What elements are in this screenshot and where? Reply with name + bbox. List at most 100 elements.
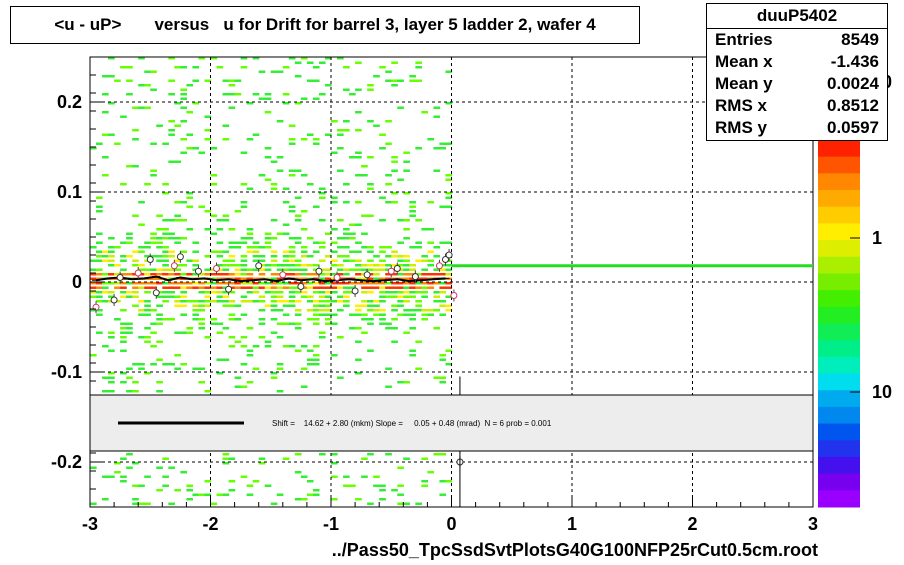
heat-cell — [204, 480, 212, 483]
heat-cell — [427, 241, 435, 244]
heat-cell — [180, 88, 187, 91]
x-tick-label: 2 — [687, 514, 697, 534]
heat-cell — [433, 115, 441, 118]
heat-cell — [258, 336, 266, 339]
heat-cell — [433, 291, 441, 294]
heat-cell — [168, 286, 175, 289]
heat-cell — [132, 295, 139, 298]
heat-cell — [415, 291, 422, 294]
heat-cell — [276, 336, 284, 339]
heat-cell — [409, 273, 416, 276]
heat-cell — [270, 273, 278, 276]
heat-cell — [306, 309, 314, 312]
heat-cell — [180, 250, 187, 253]
heat-cell — [373, 264, 380, 267]
heat-cell — [397, 282, 404, 285]
heat-cell — [186, 111, 194, 114]
heat-cell — [288, 264, 296, 267]
heat-cell — [228, 304, 236, 307]
heat-cell — [198, 286, 206, 289]
heat-cell — [445, 241, 453, 244]
heat-cell — [222, 273, 230, 276]
heat-cell — [210, 282, 218, 285]
heat-cell — [168, 318, 175, 321]
heat-cell — [120, 322, 127, 325]
heat-cell — [246, 268, 254, 271]
heat-cell — [318, 291, 326, 294]
heat-cell — [246, 187, 254, 190]
heat-cell — [421, 228, 428, 231]
heat-cell — [246, 237, 254, 240]
heat-cell — [222, 79, 230, 82]
heat-cell — [300, 246, 308, 249]
heat-cell — [222, 457, 230, 460]
heat-cell — [294, 498, 302, 501]
heat-cell — [270, 187, 278, 190]
heat-cell — [445, 102, 453, 105]
heat-cell — [126, 66, 133, 69]
heat-cell — [180, 300, 187, 303]
heat-cell — [312, 241, 320, 244]
heat-cell — [415, 66, 422, 69]
heat-cell — [240, 241, 248, 244]
scatter-point — [435, 262, 443, 270]
heat-cell — [240, 475, 248, 478]
heat-cell — [204, 304, 212, 307]
heat-cell — [397, 277, 404, 280]
heat-cell — [210, 502, 218, 505]
heat-cell — [198, 309, 206, 312]
heat-cell — [355, 241, 362, 244]
heat-cell — [258, 273, 266, 276]
heat-cell — [312, 354, 320, 357]
heat-cell — [367, 156, 374, 159]
heat-cell — [409, 354, 416, 357]
heat-cell — [114, 79, 121, 82]
heat-cell — [168, 268, 175, 271]
y-tick-label: 0.2 — [57, 92, 82, 112]
heat-cell — [156, 340, 163, 343]
heat-cell — [355, 174, 362, 177]
heat-cell — [379, 147, 386, 150]
heat-cell — [186, 327, 194, 330]
heat-cell — [138, 502, 145, 505]
heat-cell — [403, 295, 410, 298]
heat-cell — [312, 309, 320, 312]
heat-cell — [385, 282, 392, 285]
heat-cell — [120, 66, 127, 69]
heat-cell — [180, 138, 187, 141]
heat-cell — [108, 372, 115, 375]
scatter-point — [213, 265, 221, 272]
heat-cell — [282, 201, 290, 204]
heat-cell — [294, 282, 302, 285]
heat-cell — [282, 304, 290, 307]
heat-cell — [252, 268, 260, 271]
heat-cell — [427, 309, 435, 312]
heat-cell — [433, 309, 441, 312]
heat-cell — [300, 57, 308, 60]
heat-cell — [96, 255, 103, 258]
heat-cell — [120, 309, 127, 312]
heat-cell — [300, 286, 308, 289]
heat-cell — [192, 241, 200, 244]
heat-cell — [270, 502, 278, 505]
heat-cell — [324, 295, 332, 298]
heat-cell — [210, 174, 218, 177]
heat-cell — [439, 354, 447, 357]
heat-cell — [385, 322, 392, 325]
heat-cell — [343, 295, 350, 298]
heat-cell — [294, 300, 302, 303]
heat-cell — [276, 277, 284, 280]
heat-cell — [210, 147, 218, 150]
heat-cell — [210, 300, 218, 303]
heat-cell — [439, 493, 447, 496]
heat-cell — [228, 480, 236, 483]
heat-cell — [306, 358, 314, 361]
heat-cell — [96, 241, 103, 244]
heat-cell — [216, 66, 224, 69]
heat-cell — [367, 259, 374, 262]
heat-cell — [427, 471, 435, 474]
heat-cell — [373, 124, 380, 127]
x-tick-label: 3 — [808, 514, 818, 534]
heat-cell — [150, 142, 157, 145]
heat-cell — [355, 277, 362, 280]
